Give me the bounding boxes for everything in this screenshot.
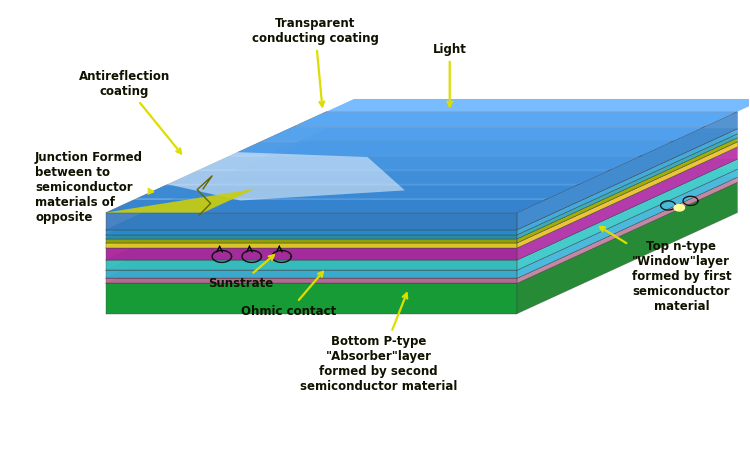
Polygon shape [106,189,255,213]
Polygon shape [295,113,734,126]
Polygon shape [517,177,737,283]
Polygon shape [106,235,517,239]
Polygon shape [106,138,737,239]
Text: Sunstrate: Sunstrate [208,255,274,290]
Polygon shape [106,177,737,278]
Polygon shape [517,159,737,270]
Polygon shape [263,128,702,140]
Polygon shape [106,260,517,270]
Polygon shape [517,142,737,248]
Polygon shape [106,169,737,270]
Polygon shape [137,186,576,198]
Polygon shape [517,129,737,235]
Polygon shape [106,112,737,213]
Text: Top n-type
"Window"layer
formed by first
semiconductor
material: Top n-type "Window"layer formed by first… [600,227,731,313]
Polygon shape [106,270,517,278]
Polygon shape [517,169,737,278]
Text: Ohmic contact: Ohmic contact [242,272,337,318]
Circle shape [674,205,685,211]
Text: Transparent
conducting coating: Transparent conducting coating [252,17,379,106]
Polygon shape [326,99,750,112]
Polygon shape [517,138,737,243]
Polygon shape [106,142,737,243]
Polygon shape [106,278,517,283]
Polygon shape [106,213,517,230]
Polygon shape [106,283,517,314]
Polygon shape [106,134,737,235]
Text: Junction Formed
between to
semiconductor
materials of
opposite: Junction Formed between to semiconductor… [35,151,153,224]
Polygon shape [106,182,737,283]
Polygon shape [106,243,517,248]
Polygon shape [106,147,737,248]
Polygon shape [517,182,737,314]
Polygon shape [106,248,517,260]
Polygon shape [232,142,670,155]
Text: Antireflection
coating: Antireflection coating [79,70,182,153]
Polygon shape [169,171,608,184]
Text: Bottom P-type
"Absorber"layer
formed by second
semiconductor material: Bottom P-type "Absorber"layer formed by … [300,293,458,393]
Polygon shape [106,159,737,260]
Polygon shape [517,112,737,230]
Polygon shape [136,150,405,201]
Polygon shape [106,200,544,213]
Polygon shape [517,134,737,239]
Polygon shape [106,129,737,230]
Polygon shape [106,239,517,243]
Polygon shape [517,147,737,260]
Polygon shape [200,157,639,170]
Text: Light: Light [433,43,466,106]
Polygon shape [106,230,517,235]
